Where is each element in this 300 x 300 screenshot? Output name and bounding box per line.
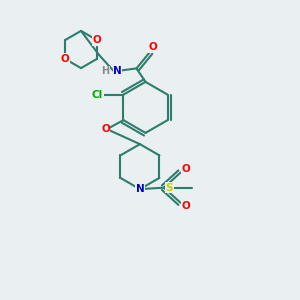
Text: H: H: [101, 66, 110, 76]
Text: O: O: [61, 54, 69, 64]
Text: N: N: [136, 184, 144, 194]
Text: O: O: [148, 42, 158, 52]
Text: O: O: [182, 164, 190, 174]
Text: N: N: [113, 66, 122, 76]
Text: O: O: [182, 201, 190, 211]
Text: Cl: Cl: [92, 90, 103, 100]
Text: O: O: [101, 124, 110, 134]
Text: S: S: [166, 183, 173, 193]
Text: O: O: [93, 35, 101, 45]
